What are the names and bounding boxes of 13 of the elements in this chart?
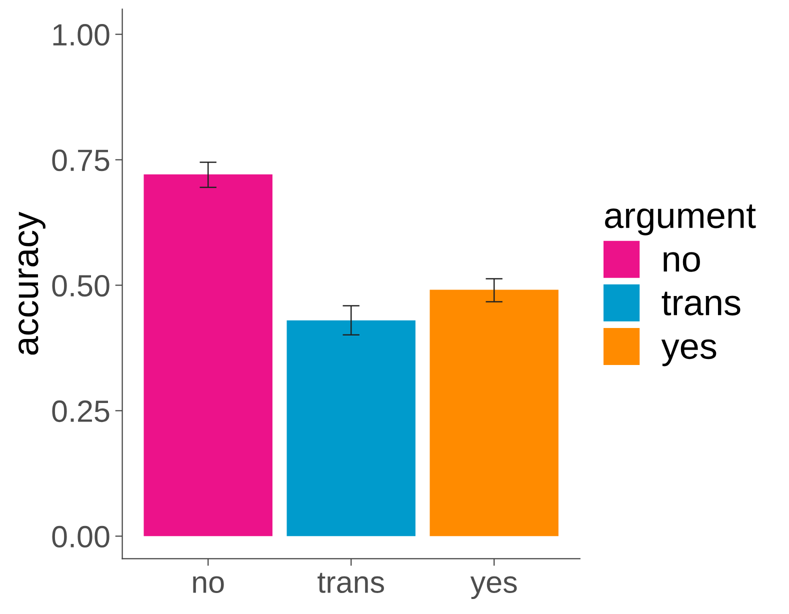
y-tick-label: 0.25 [52, 400, 110, 422]
legend-label: yes [661, 339, 716, 366]
y-tick-label: 0.00 [52, 526, 110, 548]
x-tick-label: no [193, 576, 224, 593]
x-tick-label: yes [470, 576, 517, 600]
y-axis-title: accuracy [18, 212, 46, 355]
legend-label: no [664, 252, 700, 272]
legend-label: trans [662, 292, 740, 316]
y-tick-label: 0.50 [52, 274, 110, 297]
legend-title: argument [605, 204, 756, 236]
y-tick-label: 1.00 [53, 24, 110, 46]
x-tick-label: trans [318, 572, 384, 593]
y-tick-label: 0.75 [52, 150, 110, 172]
